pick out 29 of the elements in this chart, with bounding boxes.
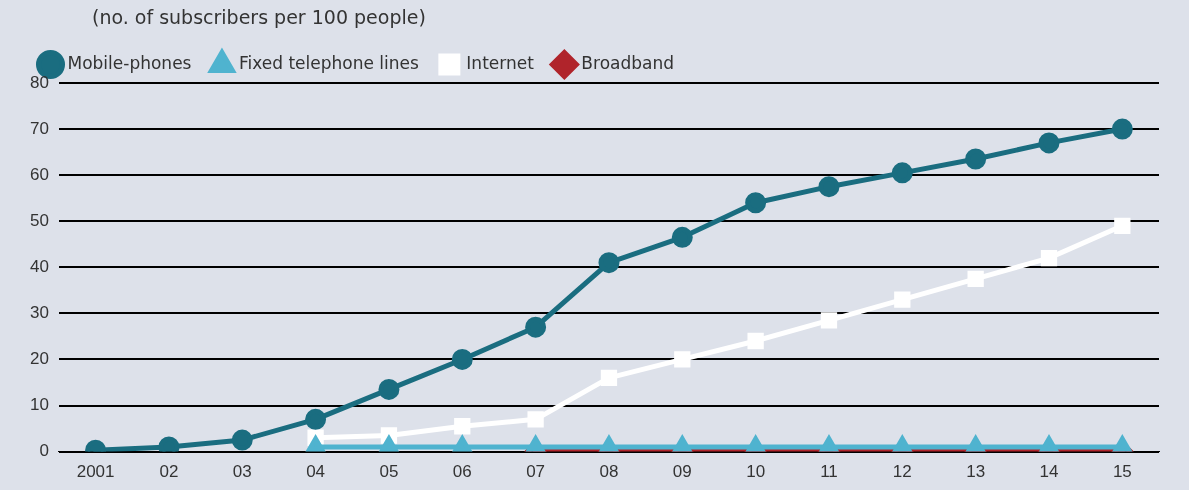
x-tick-label: 10	[746, 462, 766, 482]
x-tick-label: 05	[379, 462, 399, 482]
y-tick-label: 0	[39, 441, 49, 461]
legend-label: Fixed telephone lines	[238, 52, 419, 73]
x-tick-label: 09	[672, 462, 692, 482]
legend-label: Broadband	[581, 52, 675, 73]
y-tick-label: 70	[29, 118, 49, 138]
y-tick-label: 80	[29, 72, 49, 92]
x-tick-label: 2001	[76, 462, 115, 482]
x-tick-label: 04	[306, 462, 326, 482]
chart-subtitle: (no. of subscribers per 100 people)	[92, 6, 426, 28]
y-tick-label: 30	[29, 303, 49, 323]
x-tick-label: 14	[1039, 462, 1059, 482]
x-tick-label: 12	[892, 462, 912, 482]
x-tick-label: 11	[820, 462, 838, 482]
y-tick-label: 40	[29, 256, 49, 276]
x-tick-label: 07	[526, 462, 546, 482]
x-tick-label: 08	[599, 462, 619, 482]
y-tick-label: 60	[29, 164, 49, 184]
x-tick-label: 02	[159, 462, 179, 482]
x-tick-label: 15	[1112, 462, 1132, 482]
x-tick-label: 13	[966, 462, 986, 482]
y-tick-label: 50	[29, 210, 49, 230]
x-tick-label: 03	[232, 462, 252, 482]
legend-label: Internet	[466, 52, 535, 73]
x-tick-label: 06	[452, 462, 472, 482]
y-tick-label: 20	[29, 349, 49, 369]
legend-label: Mobile-phones	[67, 52, 192, 73]
y-tick-label: 10	[29, 395, 49, 415]
